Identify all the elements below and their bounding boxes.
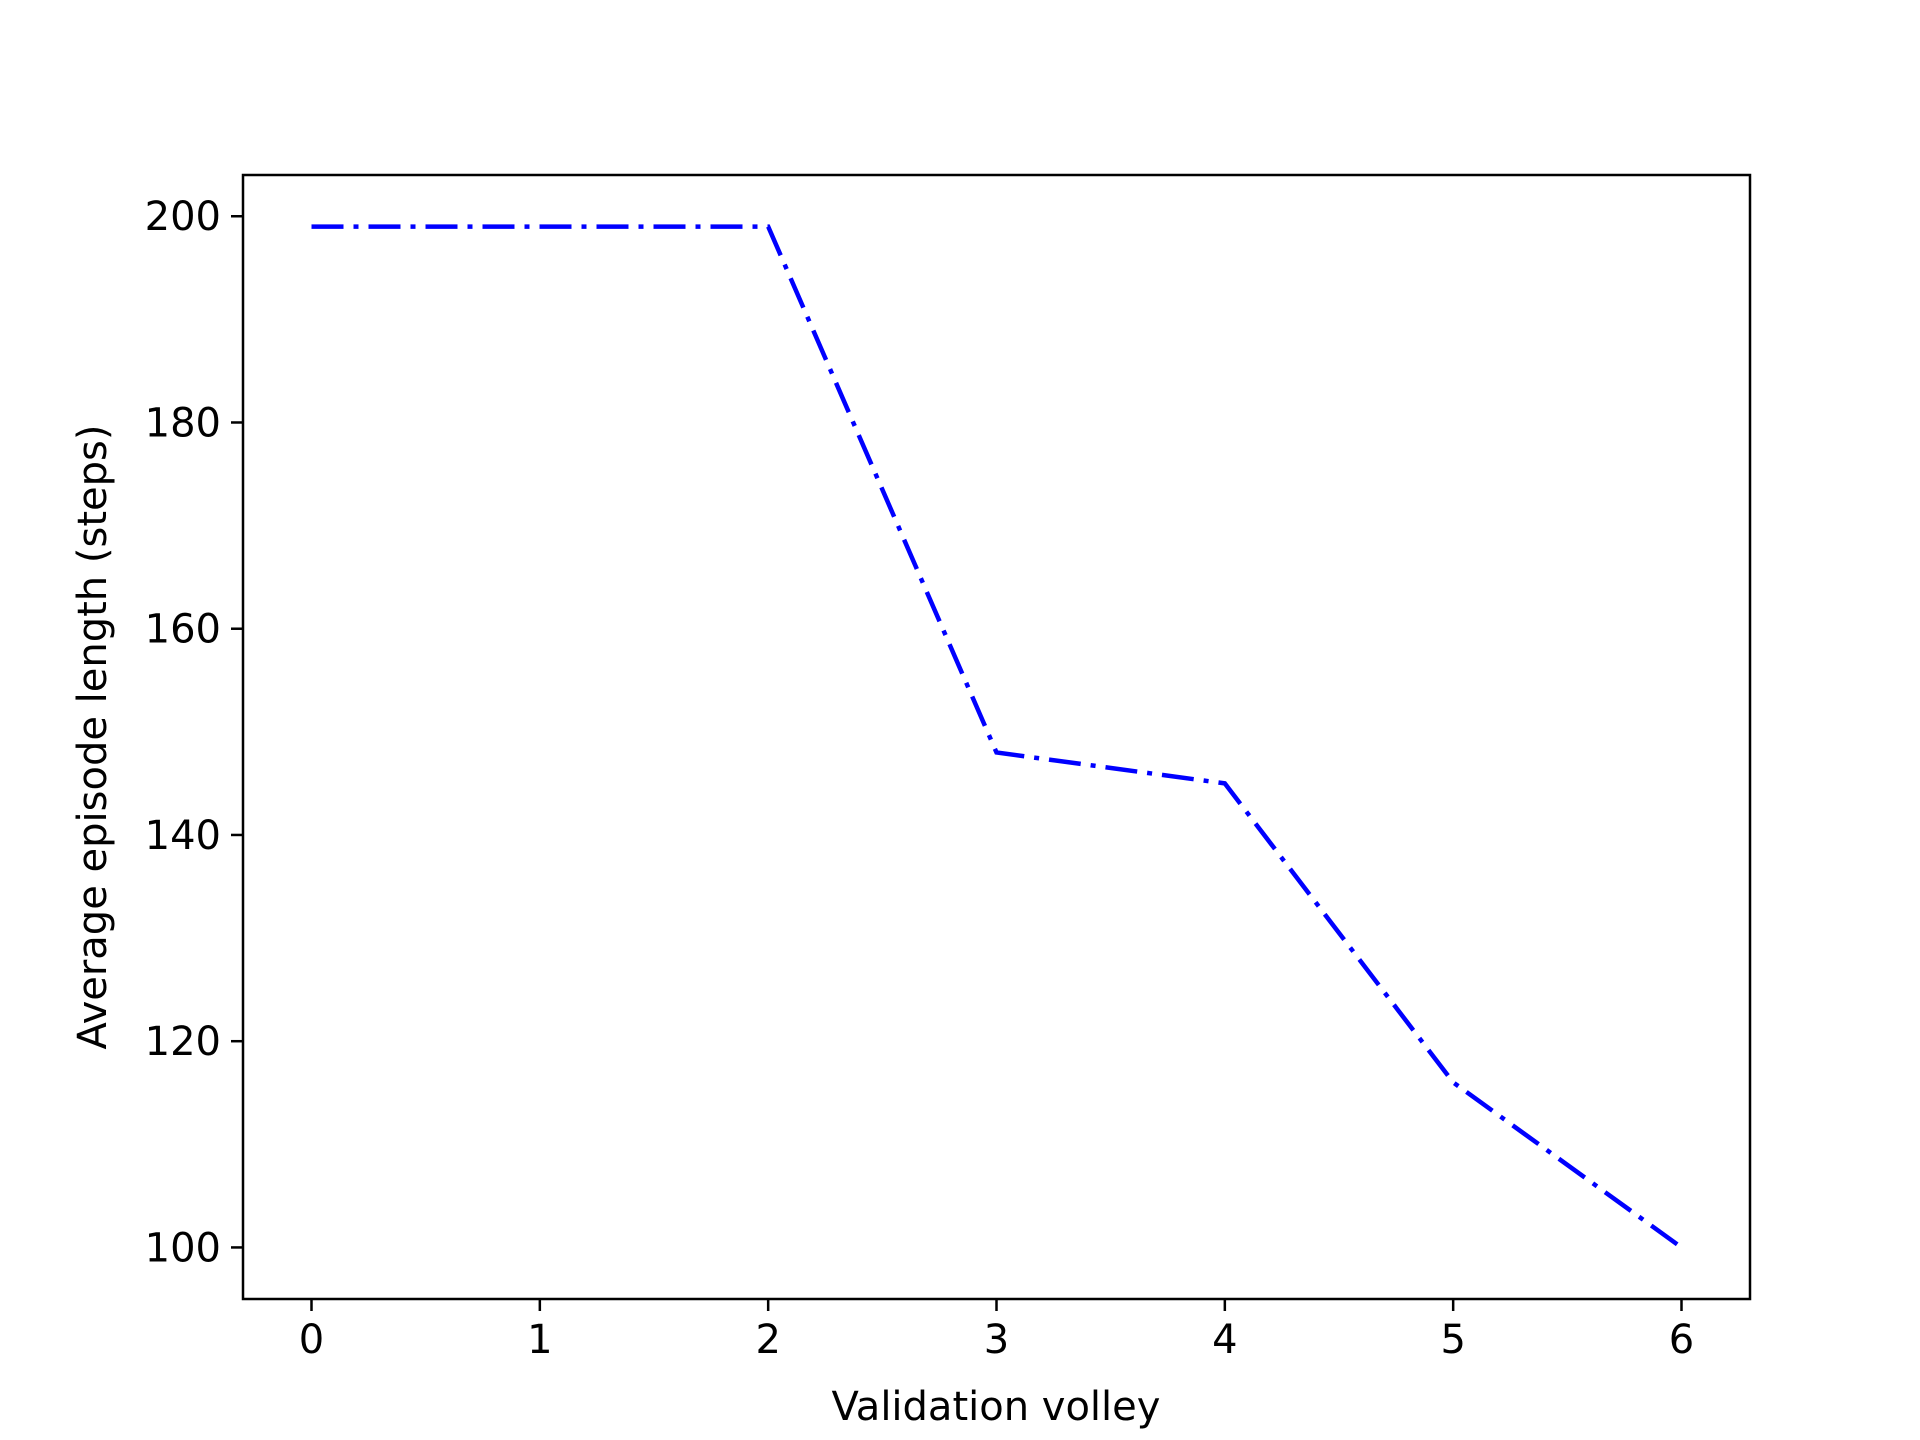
y-axis-ticks: 100 120 140 160 180 200	[145, 194, 243, 1271]
y-axis-label: Average episode length (steps)	[70, 425, 116, 1050]
x-tick-label: 5	[1440, 1317, 1465, 1363]
y-tick-label: 140	[145, 813, 221, 859]
y-tick-label: 160	[145, 607, 221, 653]
data-point	[1680, 1245, 1684, 1249]
data-point	[766, 225, 770, 229]
x-tick-label: 3	[984, 1317, 1009, 1363]
y-tick-label: 100	[145, 1225, 221, 1271]
data-point	[1223, 781, 1227, 785]
plot-layer	[310, 224, 1684, 1250]
x-tick-label: 4	[1212, 1317, 1237, 1363]
x-axis-ticks: 0 1 2 3 4 5 6	[299, 1299, 1694, 1363]
x-tick-label: 2	[755, 1317, 780, 1363]
y-tick-label: 200	[145, 194, 221, 240]
data-point	[538, 225, 542, 229]
y-tick-label: 180	[145, 400, 221, 446]
x-tick-label: 1	[527, 1317, 552, 1363]
x-tick-label: 6	[1669, 1317, 1694, 1363]
data-point	[1451, 1080, 1455, 1084]
x-tick-label: 0	[299, 1317, 324, 1363]
y-tick-label: 120	[145, 1019, 221, 1065]
series-line	[311, 224, 1683, 1250]
x-axis-label: Validation volley	[832, 1384, 1161, 1430]
data-point	[310, 225, 314, 229]
data-point	[995, 751, 999, 755]
